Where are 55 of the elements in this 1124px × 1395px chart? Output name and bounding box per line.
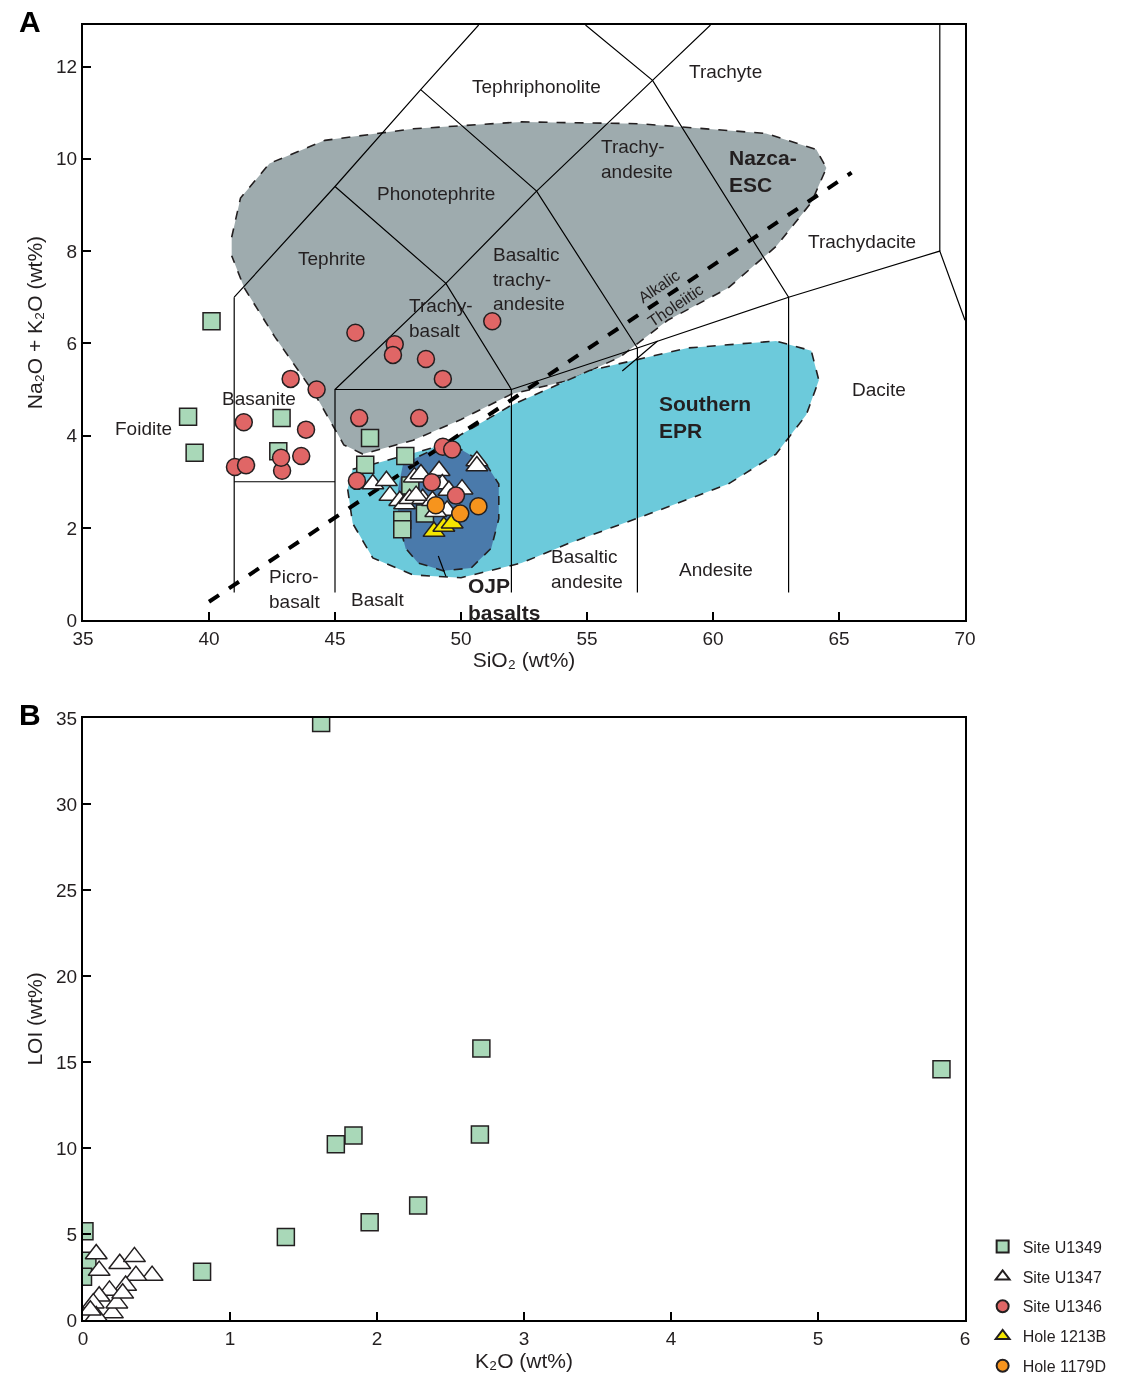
y-tick-label: 2 (66, 517, 78, 539)
annotation: OJP basalts (468, 574, 541, 625)
x-tick-label: 50 (450, 627, 472, 649)
x-tick-label: 6 (959, 1327, 971, 1349)
chart-title: A (19, 5, 41, 38)
annotation: Nazca- ESC (729, 146, 797, 197)
annotation: Dacite (852, 379, 906, 400)
x-tick-label: 45 (324, 627, 346, 649)
y-tick-label: 30 (56, 793, 78, 815)
legend-label: Hole 1179D (1022, 1358, 1106, 1376)
annotation: Picro- basalt (269, 566, 321, 612)
annotation: Basalt (351, 589, 405, 610)
y-tick-label: 20 (56, 965, 78, 987)
x-tick-label: 70 (954, 627, 976, 649)
x-tick-label: 55 (576, 627, 598, 649)
x-tick-label: 2 (371, 1327, 383, 1349)
annotation: Andesite (679, 559, 753, 580)
x-axis-title: SiO₂ (wt%) (472, 647, 576, 671)
y-tick-label: 15 (56, 1051, 78, 1073)
y-tick-label: 0 (66, 609, 78, 631)
y-axis-title: LOI (wt%) (22, 972, 46, 1066)
y-tick-label: 10 (56, 148, 78, 170)
legend-label: Site U1347 (1022, 1268, 1102, 1286)
x-axis-title: K₂O (wt%) (475, 1348, 573, 1372)
y-tick-label: 35 (56, 707, 78, 729)
annotation: Trachyte (689, 61, 763, 82)
x-tick-label: 65 (828, 627, 850, 649)
legend-label: Site U1349 (1022, 1238, 1102, 1256)
y-tick-label: 12 (56, 56, 78, 78)
x-tick-label: 3 (518, 1327, 530, 1349)
x-tick-label: 5 (812, 1327, 824, 1349)
legend-label: Hole 1213B (1022, 1328, 1107, 1346)
annotation: Tephrite (298, 248, 366, 269)
annotation: Southern EPR (659, 392, 752, 443)
y-tick-label: 8 (66, 240, 78, 262)
chart-title: B (19, 698, 41, 731)
annotation: Basaltic andesite (551, 546, 623, 592)
y-tick-label: 5 (66, 1223, 78, 1245)
annotation: Trachydacite (808, 231, 917, 252)
x-tick-label: 40 (198, 627, 220, 649)
y-tick-label: 10 (56, 1137, 78, 1159)
y-tick-label: 25 (56, 879, 78, 901)
x-tick-label: 1 (224, 1327, 236, 1349)
legend-label: Site U1346 (1022, 1298, 1102, 1316)
annotation: Basaltic trachy- andesite (493, 244, 565, 315)
annotation: Trachy- andesite (601, 136, 673, 182)
y-tick-label: 6 (66, 333, 78, 355)
annotation: Foidite (115, 418, 173, 439)
x-tick-label: 60 (702, 627, 724, 649)
y-tick-label: 4 (66, 425, 78, 447)
annotation: Tephriphonolite (472, 76, 601, 97)
annotation: Phonotephrite (377, 183, 496, 204)
y-axis-title: Na₂O + K₂O (wt%) (22, 235, 46, 410)
x-tick-label: 4 (665, 1327, 677, 1349)
y-tick-label: 0 (66, 1309, 78, 1331)
